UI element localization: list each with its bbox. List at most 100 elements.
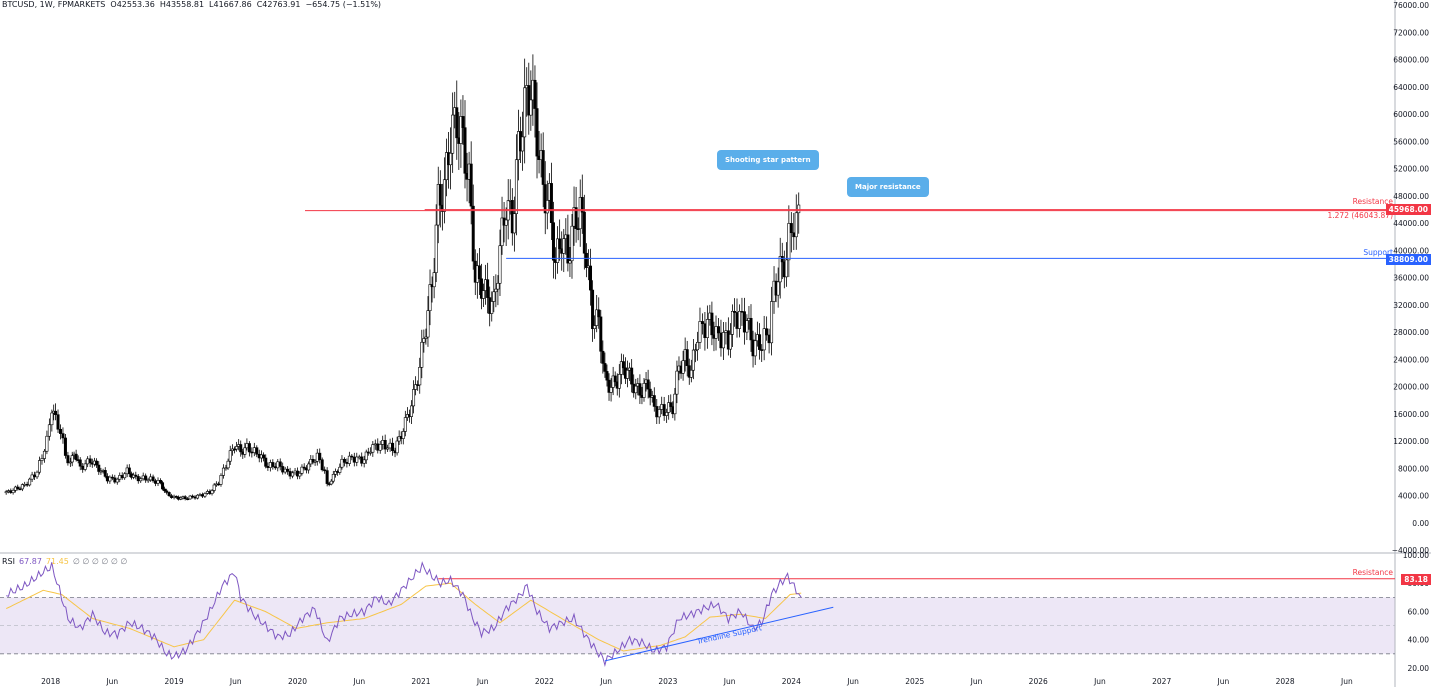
candle-body bbox=[331, 473, 335, 482]
candle-body bbox=[283, 468, 287, 473]
time-tick-label: Jun bbox=[105, 677, 118, 686]
candle-body bbox=[239, 444, 243, 453]
candle-body bbox=[264, 457, 268, 467]
candle-body bbox=[174, 495, 178, 498]
time-tick-label: Jun bbox=[599, 677, 612, 686]
candle-body bbox=[621, 361, 625, 369]
candle-body bbox=[605, 371, 609, 381]
candle-body bbox=[698, 321, 702, 343]
candle-body bbox=[500, 217, 504, 247]
candle-body bbox=[235, 446, 239, 450]
ohlc-close: C42763.91 bbox=[256, 0, 301, 9]
candle-body bbox=[247, 443, 251, 453]
rsi-placeholders: ∅ ∅ ∅ ∅ ∅ ∅ bbox=[72, 557, 128, 566]
candle-body bbox=[136, 476, 140, 482]
candle-body bbox=[451, 114, 455, 154]
candle-body bbox=[250, 451, 254, 454]
candle-body bbox=[432, 272, 436, 288]
candle-body bbox=[566, 234, 570, 264]
time-tick-label: 2019 bbox=[165, 677, 184, 686]
candle-body bbox=[20, 484, 24, 490]
candle-body bbox=[368, 451, 372, 454]
candle-body bbox=[357, 456, 361, 459]
candle-body bbox=[11, 490, 15, 493]
candle-body bbox=[770, 301, 774, 344]
candle-body bbox=[300, 466, 304, 474]
candle-body bbox=[228, 450, 232, 462]
candle-body bbox=[597, 309, 601, 318]
price-axis[interactable]: 76000.00 72000.00 68000.00 64000.00 60000.00… bbox=[1392, 1, 1430, 555]
candle-body bbox=[401, 431, 405, 439]
candle-body bbox=[158, 480, 162, 483]
candle-body bbox=[302, 466, 306, 469]
candle-body bbox=[311, 458, 315, 463]
candle-body bbox=[784, 259, 788, 278]
candle-body bbox=[512, 213, 516, 234]
time-axis[interactable]: 2018 Jun 2019 Jun 2020 Jun 2021 Jun 2022 Jun 2023 J… bbox=[41, 677, 1353, 686]
time-tick-label: Jun bbox=[970, 677, 983, 686]
candle-body bbox=[226, 460, 230, 469]
candle-body bbox=[183, 496, 187, 500]
candle-body bbox=[689, 369, 693, 378]
candle-body bbox=[556, 238, 560, 263]
candle-body bbox=[167, 492, 171, 497]
candle-body bbox=[146, 479, 150, 482]
candle-body bbox=[617, 374, 621, 389]
candle-body bbox=[56, 414, 60, 430]
candle-body bbox=[352, 456, 356, 463]
candle-body bbox=[381, 440, 385, 445]
time-tick-label: Jun bbox=[1093, 677, 1106, 686]
candle-body bbox=[735, 312, 739, 329]
candle-body bbox=[601, 350, 605, 364]
candle-body bbox=[730, 311, 734, 335]
candle-body bbox=[737, 310, 741, 329]
candle-body bbox=[728, 334, 732, 350]
candle-body bbox=[276, 461, 280, 469]
candle-body bbox=[33, 474, 37, 478]
candle-body bbox=[681, 360, 685, 374]
shooting-star-callout[interactable]: Shooting star pattern bbox=[717, 150, 819, 170]
candle-body bbox=[479, 278, 483, 299]
candle-body bbox=[362, 459, 366, 464]
rsi-label[interactable]: RSI bbox=[2, 557, 15, 566]
candle-body bbox=[599, 316, 603, 352]
candle-body bbox=[482, 290, 486, 299]
candle-body bbox=[428, 284, 432, 311]
candle-body bbox=[593, 325, 597, 329]
candle-body bbox=[66, 455, 70, 464]
time-tick-label: Jun bbox=[352, 677, 365, 686]
candle-body bbox=[603, 363, 607, 372]
symbol-name[interactable]: BTCUSD, 1W, FPMARKETS bbox=[2, 0, 106, 9]
rsi-resistance-badge: 83.18 bbox=[1401, 574, 1431, 585]
candle-body bbox=[342, 458, 346, 463]
candle-body bbox=[498, 245, 502, 284]
candle-body bbox=[383, 440, 387, 450]
candle-body bbox=[233, 448, 237, 451]
candle-body bbox=[589, 265, 593, 291]
candle-body bbox=[551, 222, 555, 261]
candle-body bbox=[340, 458, 344, 468]
candle-body bbox=[291, 472, 295, 477]
candle-body bbox=[760, 349, 764, 351]
price-tick-label: 0.00 bbox=[1412, 519, 1429, 528]
candle-body bbox=[318, 452, 322, 461]
rsi-header: RSI 67.87 71.45 ∅ ∅ ∅ ∅ ∅ ∅ bbox=[2, 557, 131, 566]
candle-body bbox=[490, 301, 494, 314]
candle-body bbox=[50, 412, 54, 426]
candle-body bbox=[151, 476, 155, 482]
candle-body bbox=[54, 410, 58, 415]
candle-body bbox=[662, 404, 666, 416]
candle-body bbox=[710, 312, 714, 336]
major-resistance-callout[interactable]: Major resistance bbox=[847, 177, 929, 197]
candle-body bbox=[568, 260, 572, 264]
candle-body bbox=[170, 495, 174, 498]
candle-body bbox=[191, 495, 195, 498]
price-tick-label: 8000.00 bbox=[1398, 464, 1429, 473]
candle-body bbox=[273, 466, 277, 469]
price-tick-label: 60000.00 bbox=[1393, 110, 1429, 119]
price-tick-label: 4000.00 bbox=[1398, 492, 1429, 501]
candle-body bbox=[794, 212, 798, 238]
rsi-trendline-support[interactable] bbox=[604, 606, 834, 662]
